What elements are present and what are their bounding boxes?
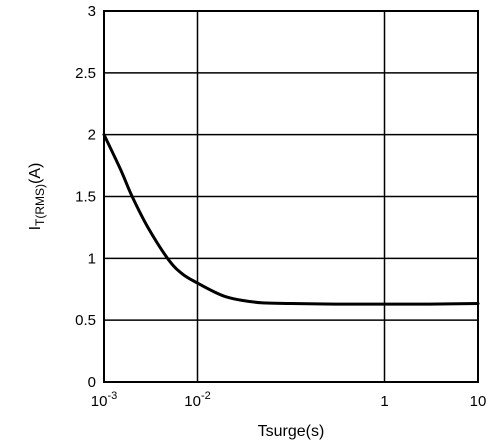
series-line [102,133,480,306]
y-tick-label: 1.5 [75,189,96,206]
plot-frame [103,10,479,383]
y-axis-label-subscript: T(RMS) [33,184,47,226]
y-axis-label-suffix: (A) [27,163,44,184]
x-tick-label: 10-3 [91,390,117,410]
y-tick-label: 2.5 [75,65,96,82]
y-axis-label-main: I [27,226,44,230]
x-tick-label: 10 [470,393,487,410]
y-tick-label: 0.5 [75,312,96,329]
grid [103,10,479,383]
y-tick-label: 2 [88,127,96,144]
tick-labels: 0 0.5 1 1.5 2 2.5 3 10-3 10-2 1 10 [75,3,486,410]
y-tick-label: 1 [88,250,96,267]
y-tick-label: 3 [88,3,96,20]
x-tick-label: 1 [380,393,388,410]
x-tick-label: 10-2 [184,390,210,410]
y-tick-label: 0 [88,374,96,391]
x-axis-label: Tsurge(s) [258,423,325,440]
y-axis-label: IT(RMS)(A) [27,163,47,231]
